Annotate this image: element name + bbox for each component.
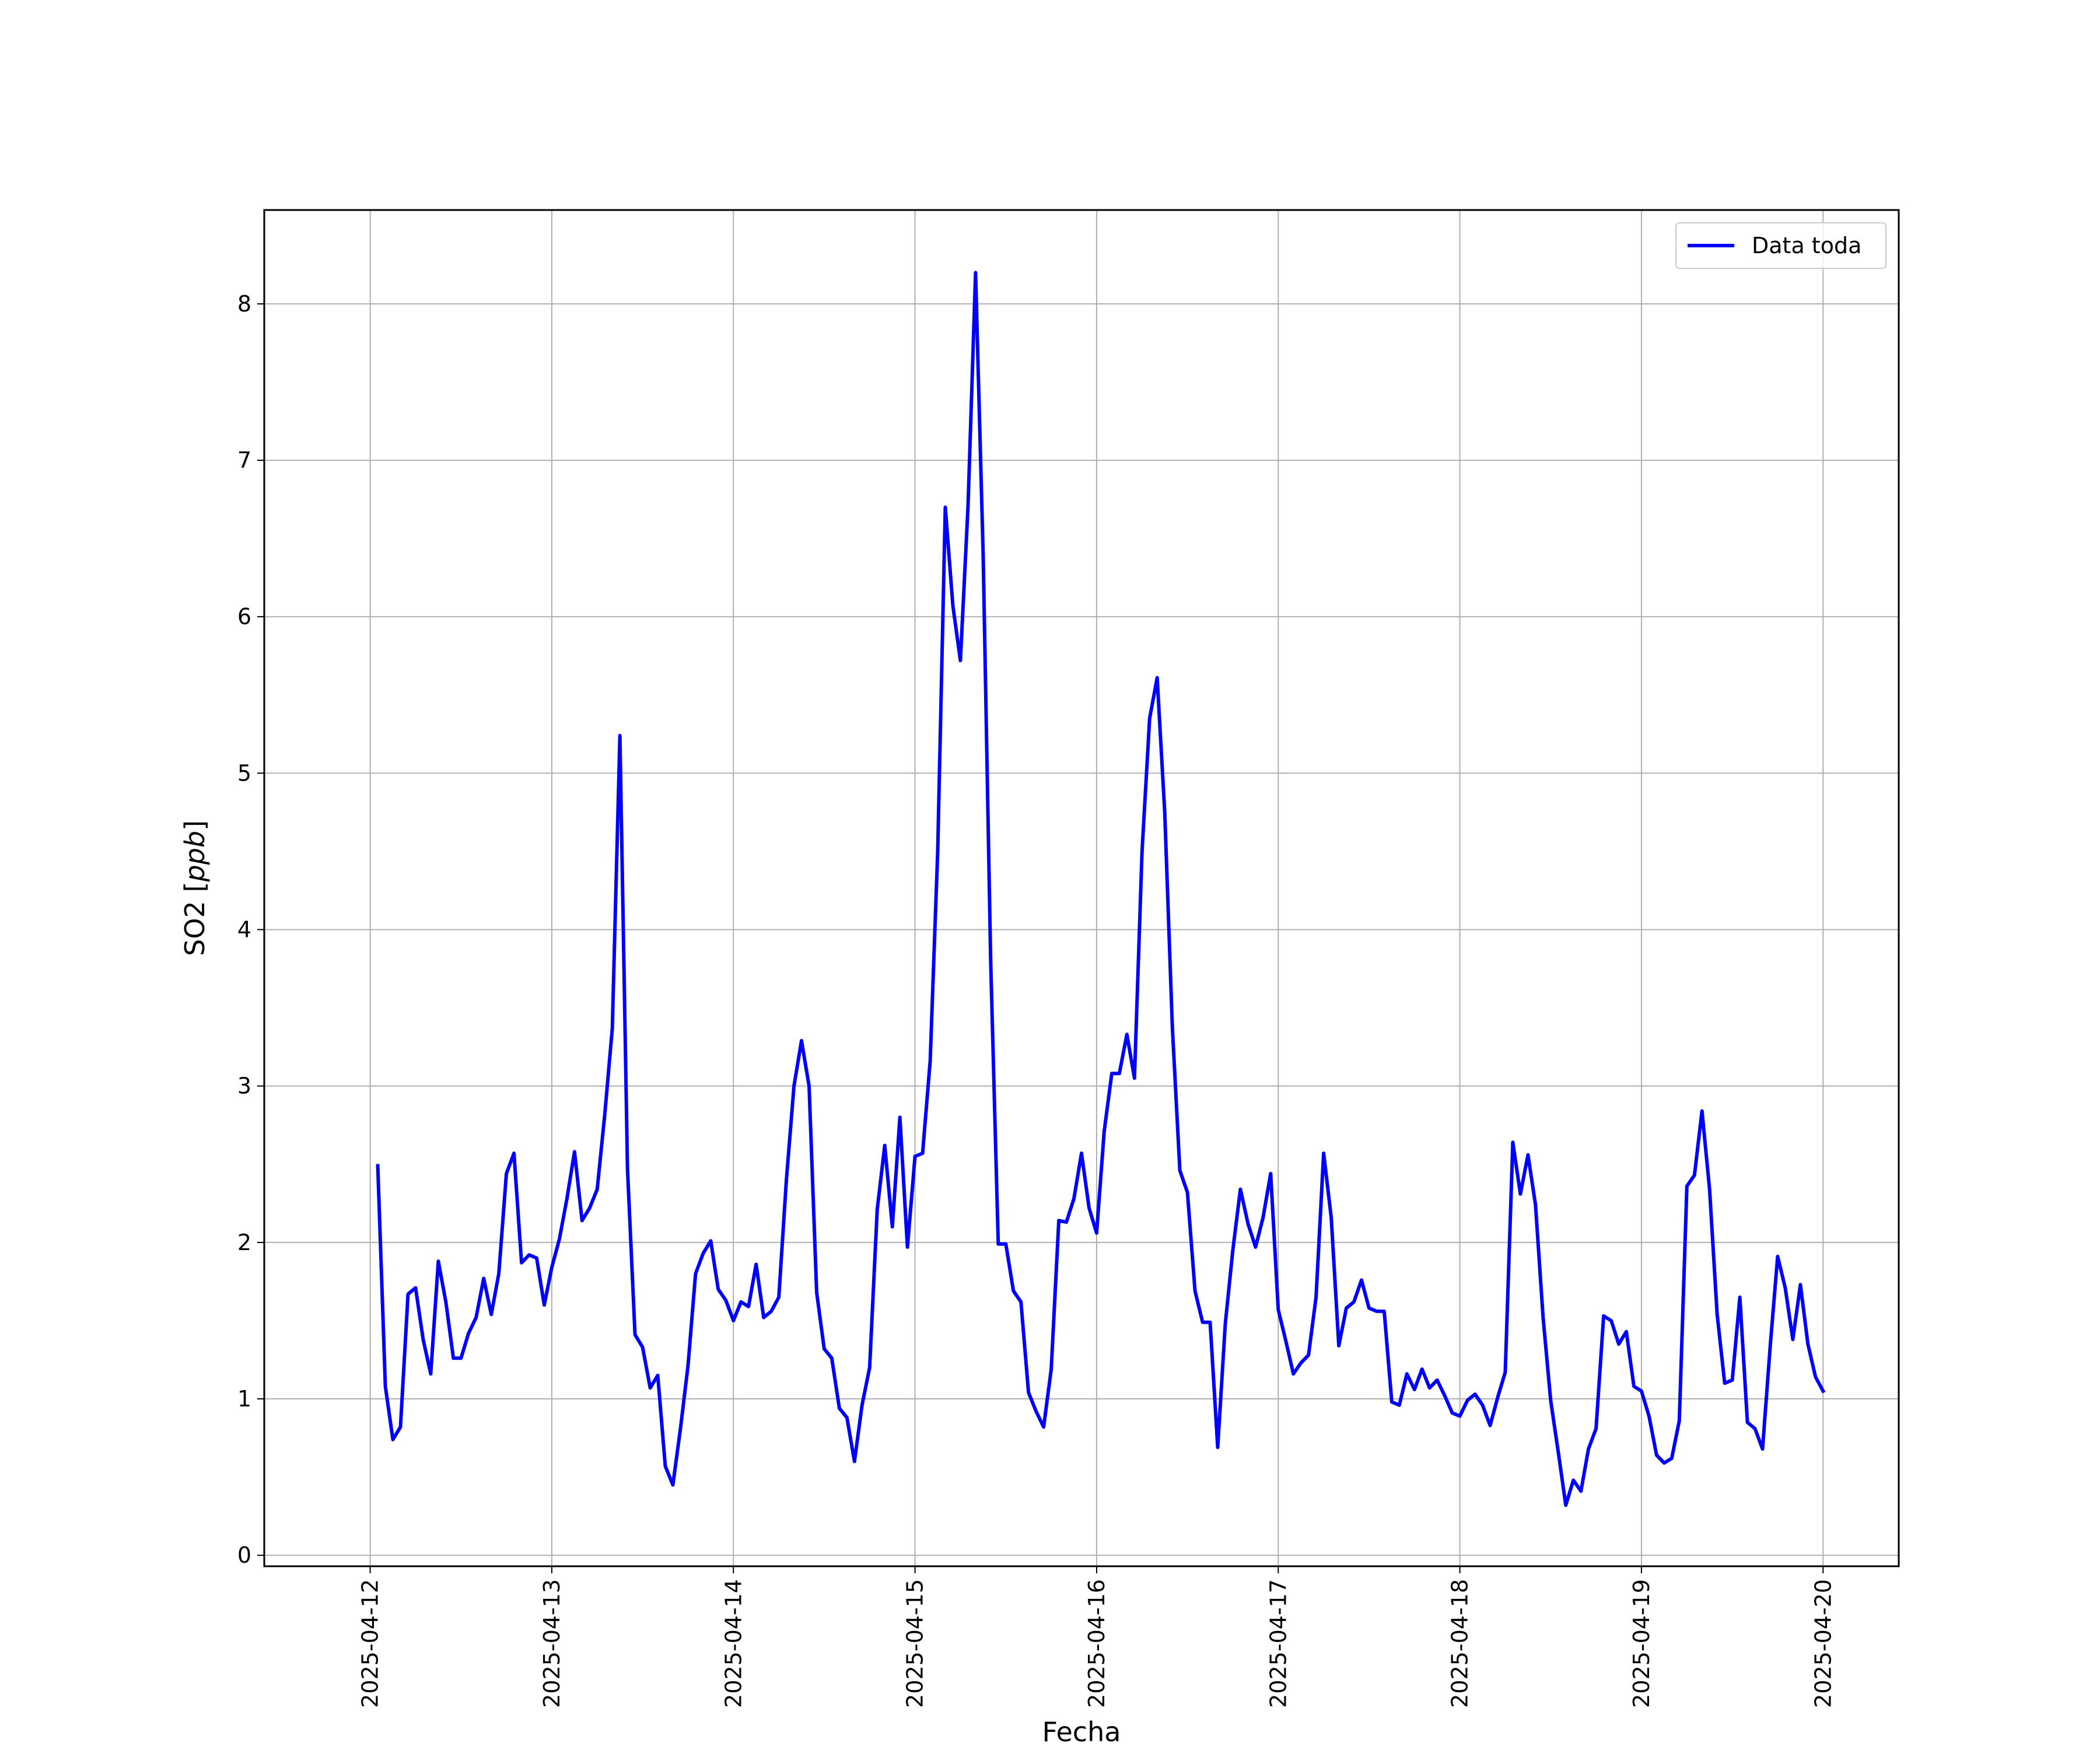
legend-box — [1675, 222, 1887, 269]
y-tick-label: 5 — [237, 760, 251, 786]
legend-label: Data toda — [1752, 233, 1861, 258]
y-tick-label: 0 — [237, 1542, 251, 1568]
y-tick-label: 8 — [237, 291, 251, 317]
y-tick-label: 4 — [237, 917, 251, 943]
x-tick-label: 2025-04-15 — [902, 1579, 928, 1708]
y-tick-label: 2 — [237, 1230, 251, 1255]
y-axis-title-unit: ppb — [179, 831, 211, 883]
axes: 0 1 2 3 4 5 6 7 8 2025-04-12 2025-04-13 2025-04-14 2… — [237, 291, 1836, 1708]
x-tick-label: 2025-04-19 — [1629, 1579, 1654, 1708]
x-tick-label: 2025-04-13 — [539, 1579, 565, 1708]
x-tick-label: 2025-04-20 — [1810, 1579, 1836, 1708]
y-tick-label: 6 — [237, 604, 251, 629]
legend: Data toda — [1675, 222, 1887, 269]
x-tick-label: 2025-04-14 — [720, 1579, 746, 1708]
y-axis-title-suffix: ] — [179, 820, 211, 831]
y-tick-label: 1 — [237, 1386, 251, 1412]
plot-frame — [263, 209, 1900, 1567]
x-tick-label: 2025-04-17 — [1265, 1579, 1291, 1708]
y-tick-label: 3 — [237, 1073, 251, 1099]
x-tick-label: 2025-04-18 — [1447, 1579, 1473, 1708]
y-axis-title: SO2 [ppb] — [179, 820, 211, 956]
series-layer — [376, 271, 1826, 1507]
y-tick-label: 7 — [237, 447, 251, 473]
series-line — [376, 271, 1826, 1507]
grid-lines — [264, 210, 1899, 1566]
x-tick-label: 2025-04-12 — [358, 1579, 383, 1708]
x-axis-title: Fecha — [1042, 1716, 1121, 1748]
x-tick-label: 2025-04-16 — [1084, 1579, 1110, 1708]
y-axis-title-prefix: SO2 [ — [179, 882, 211, 956]
